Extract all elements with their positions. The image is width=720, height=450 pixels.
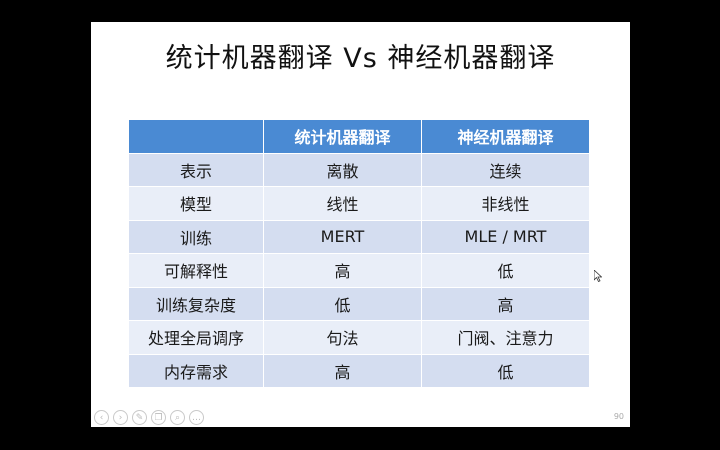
nmt-value: 低 bbox=[421, 253, 590, 288]
row-label: 模型 bbox=[128, 186, 264, 221]
row-label: 处理全局调序 bbox=[128, 320, 264, 355]
more-icon[interactable]: … bbox=[189, 410, 204, 425]
smt-value: 离散 bbox=[263, 152, 422, 187]
nmt-value: 高 bbox=[421, 286, 590, 321]
smt-value: 句法 bbox=[263, 320, 422, 355]
copy-icon[interactable]: ❐ bbox=[151, 410, 166, 425]
row-label: 可解释性 bbox=[128, 253, 264, 288]
nmt-value: 低 bbox=[421, 353, 590, 388]
table-row: 训练复杂度 低 高 bbox=[128, 286, 590, 321]
next-icon[interactable]: › bbox=[113, 410, 128, 425]
nmt-value: 连续 bbox=[421, 152, 590, 187]
row-label: 训练 bbox=[128, 219, 264, 254]
nmt-value: MLE / MRT bbox=[421, 219, 590, 254]
nmt-value: 非线性 bbox=[421, 186, 590, 221]
header-cell-smt: 统计机器翻译 bbox=[263, 119, 422, 154]
prev-icon[interactable]: ‹ bbox=[94, 410, 109, 425]
row-label: 内存需求 bbox=[128, 353, 264, 388]
smt-value: 低 bbox=[263, 286, 422, 321]
page-number: 90 bbox=[613, 412, 624, 421]
smt-value: 高 bbox=[263, 253, 422, 288]
smt-value: 线性 bbox=[263, 186, 422, 221]
table-row: 处理全局调序 句法 门阀、注意力 bbox=[128, 320, 590, 355]
smt-value: 高 bbox=[263, 353, 422, 388]
mouse-cursor-icon bbox=[594, 270, 602, 282]
header-cell-empty bbox=[128, 119, 264, 154]
table-row: 表示 离散 连续 bbox=[128, 152, 590, 187]
smt-value: MERT bbox=[263, 219, 422, 254]
table-row: 训练 MERT MLE / MRT bbox=[128, 219, 590, 254]
table-header-row: 统计机器翻译 神经机器翻译 bbox=[128, 119, 590, 154]
table-row: 可解释性 高 低 bbox=[128, 253, 590, 288]
pen-icon[interactable]: ✎ bbox=[132, 410, 147, 425]
slide-title: 统计机器翻译 Vs 神经机器翻译 bbox=[165, 43, 556, 74]
nmt-value: 门阀、注意力 bbox=[421, 320, 590, 355]
comparison-table: 统计机器翻译 神经机器翻译 表示 离散 连续 模型 线性 非线性 训练 MERT… bbox=[128, 119, 590, 388]
table-row: 内存需求 高 低 bbox=[128, 353, 590, 388]
row-label: 表示 bbox=[128, 152, 264, 187]
row-label: 训练复杂度 bbox=[128, 286, 264, 321]
header-cell-nmt: 神经机器翻译 bbox=[421, 119, 590, 154]
table-row: 模型 线性 非线性 bbox=[128, 186, 590, 221]
slide: 统计机器翻译 Vs 神经机器翻译 统计机器翻译 神经机器翻译 表示 离散 连续 … bbox=[91, 22, 630, 427]
slideshow-controls: ‹ › ✎ ❐ ⌕ … bbox=[94, 410, 204, 425]
zoom-icon[interactable]: ⌕ bbox=[170, 410, 185, 425]
